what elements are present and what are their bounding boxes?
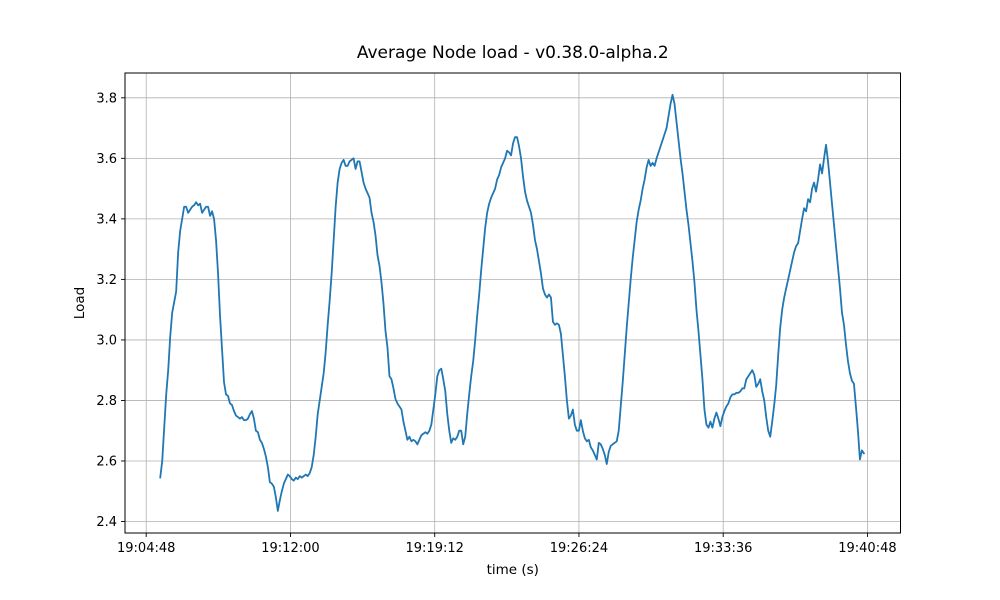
y-axis-label: Load xyxy=(72,287,88,319)
x-tick-label: 19:12:00 xyxy=(261,541,319,556)
y-tick-label: 3.2 xyxy=(96,273,117,288)
y-tick-label: 2.6 xyxy=(96,454,117,469)
load-series-line xyxy=(159,93,865,512)
y-tick-label: 2.4 xyxy=(96,515,117,530)
y-tick-label: 3.4 xyxy=(96,212,117,227)
x-tick-label: 19:26:24 xyxy=(550,541,608,556)
y-tick-label: 2.8 xyxy=(96,394,117,409)
series-layer xyxy=(159,93,865,512)
grid-layer xyxy=(125,73,901,533)
y-tick-label: 3.8 xyxy=(96,91,117,106)
plot-border xyxy=(124,72,901,534)
x-tick-label: 19:33:36 xyxy=(694,541,752,556)
y-tick-label: 3.0 xyxy=(96,333,117,348)
y-tick-label: 3.6 xyxy=(96,152,117,167)
tick-layer: 19:04:48 19:12:00 19:19:12 19:26:24 19:33:36… xyxy=(96,91,896,556)
x-axis-label: time (s) xyxy=(487,562,539,578)
x-tick-label: 19:04:48 xyxy=(117,541,175,556)
chart-title: Average Node load - v0.38.0-alpha.2 xyxy=(357,43,669,63)
x-tick-label: 19:19:12 xyxy=(406,541,464,556)
x-tick-label: 19:40:48 xyxy=(838,541,896,556)
